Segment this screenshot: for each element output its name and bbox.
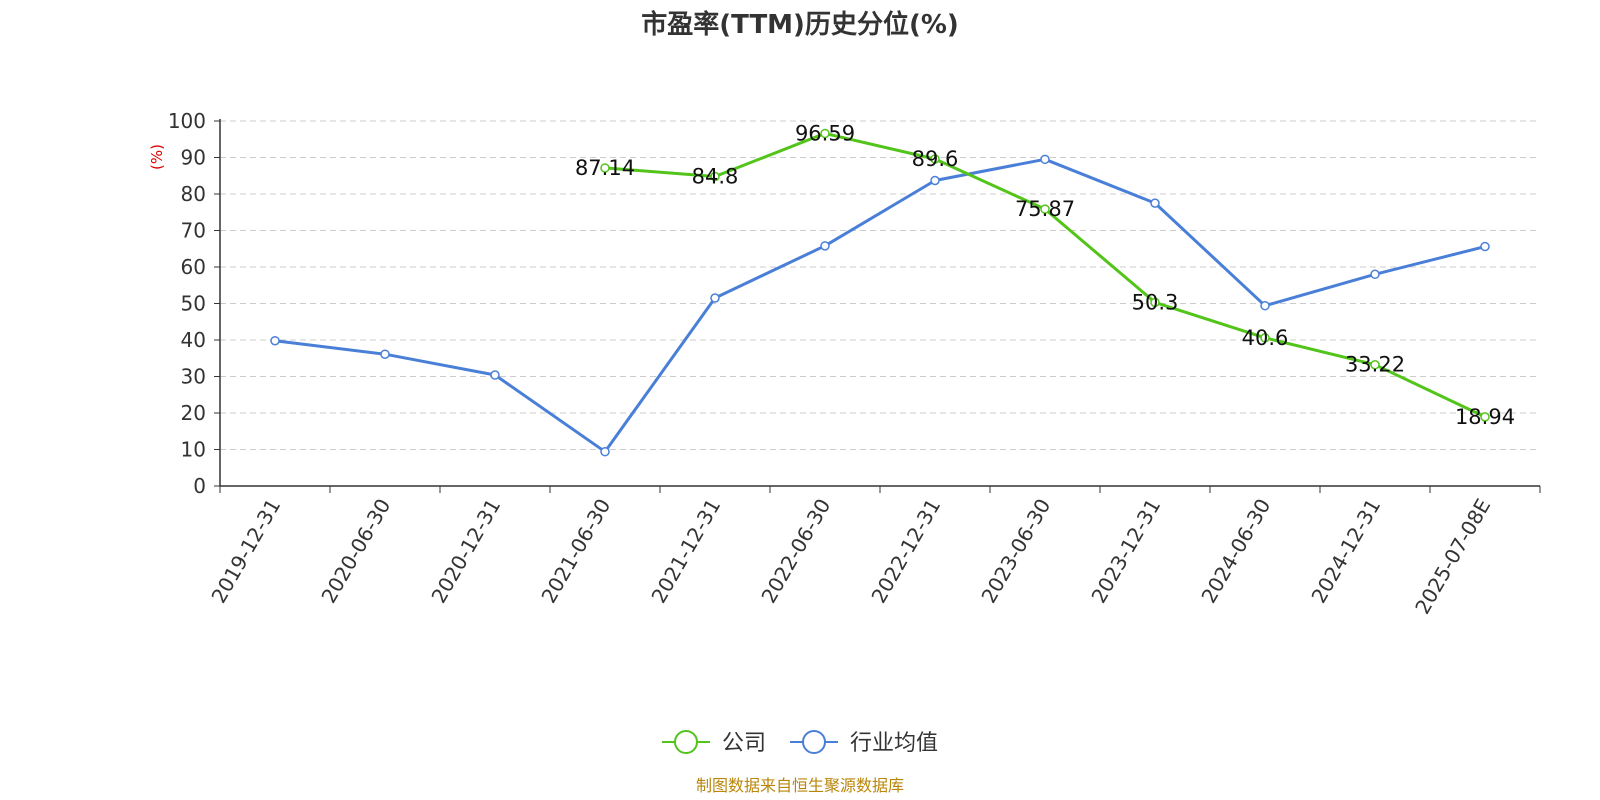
x-tick-label: 2021-12-31 (646, 495, 725, 608)
legend-marker-icon (802, 730, 826, 754)
y-tick-label: 40 (181, 328, 206, 352)
data-point[interactable] (490, 370, 500, 380)
legend-label: 公司 (722, 731, 766, 756)
legend-label: 行业均值 (850, 731, 938, 756)
data-point[interactable] (1150, 297, 1160, 308)
data-label: 84.8 (692, 164, 739, 188)
x-tick-label: 2021-06-30 (536, 495, 615, 608)
data-label: 75.87 (1015, 197, 1075, 221)
series-line (274, 157, 1486, 454)
y-tick-label: 80 (181, 182, 206, 206)
data-label: 89.6 (912, 147, 959, 171)
data-point[interactable] (1260, 300, 1270, 311)
data-source: 制图数据来自恒生聚源数据库 (696, 776, 904, 795)
data-point[interactable] (1370, 269, 1380, 280)
x-tick-label: 2024-12-31 (1306, 495, 1385, 608)
y-axis-label: (%) (148, 144, 166, 170)
y-tick-label: 0 (193, 474, 206, 498)
data-point[interactable] (930, 154, 940, 164)
data-label: 87.14 (575, 156, 635, 180)
legend[interactable]: 公司 行业均值 (662, 730, 938, 756)
grid-lines (220, 120, 1540, 450)
series-industry-avg (270, 154, 1490, 457)
y-tick-label: 100 (168, 109, 206, 133)
y-tick-label: 30 (181, 365, 206, 389)
x-tick-label: 2019-12-31 (206, 495, 285, 608)
data-point[interactable] (1480, 241, 1490, 252)
legend-marker-icon (674, 730, 698, 754)
data-point[interactable] (600, 446, 610, 457)
data-label: 18.94 (1455, 405, 1515, 429)
data-point[interactable] (710, 293, 720, 303)
data-point[interactable] (930, 175, 940, 186)
x-tick-label: 2020-12-31 (426, 495, 505, 608)
data-label: 40.6 (1242, 326, 1289, 350)
data-point[interactable] (1370, 359, 1380, 370)
data-label: 33.22 (1345, 353, 1405, 377)
data-labels: 87.14 84.8 96.59 89.6 75.87 50.3 40.6 33.22 18.9… (575, 121, 1515, 428)
data-point[interactable] (600, 163, 610, 173)
series-company (600, 128, 1490, 422)
data-point[interactable] (1040, 154, 1050, 165)
x-tick-label: 2023-06-30 (976, 495, 1055, 608)
y-tick-label: 20 (181, 401, 206, 425)
x-tick-label: 2024-06-30 (1196, 495, 1275, 608)
y-tick-label: 90 (181, 146, 206, 170)
data-label: 96.59 (795, 121, 855, 145)
data-label: 50.3 (1132, 290, 1179, 314)
legend-item-company[interactable]: 公司 (662, 730, 766, 756)
x-tick-label: 2020-06-30 (316, 495, 395, 608)
data-point[interactable] (1480, 412, 1490, 422)
data-point[interactable] (1040, 204, 1050, 214)
data-point[interactable] (710, 171, 720, 182)
axes: 0 10 20 30 40 50 60 70 80 90 100 2019-12-31 2020-06-… (168, 109, 1541, 619)
legend-item-industry-avg[interactable]: 行业均值 (790, 730, 938, 756)
x-tick-label: 2022-12-31 (866, 495, 945, 608)
x-tick-label: 2022-06-30 (756, 495, 835, 608)
data-point[interactable] (380, 349, 390, 359)
y-tick-label: 50 (181, 292, 206, 316)
x-tick-label: 2025-07-08E (1410, 495, 1495, 619)
y-tick-label: 60 (181, 255, 206, 279)
data-point[interactable] (1260, 333, 1270, 343)
y-tick-label: 70 (181, 219, 206, 243)
data-point[interactable] (820, 241, 830, 251)
data-point[interactable] (820, 128, 830, 139)
data-point[interactable] (270, 335, 280, 346)
x-tick-label: 2023-12-31 (1086, 495, 1165, 608)
y-tick-label: 10 (181, 438, 206, 462)
data-point[interactable] (1150, 198, 1160, 208)
series-group: 87.14 84.8 96.59 89.6 75.87 50.3 40.6 33.22 18.9… (270, 121, 1515, 457)
chart-title: 市盈率(TTM)历史分位(%) (641, 9, 959, 40)
